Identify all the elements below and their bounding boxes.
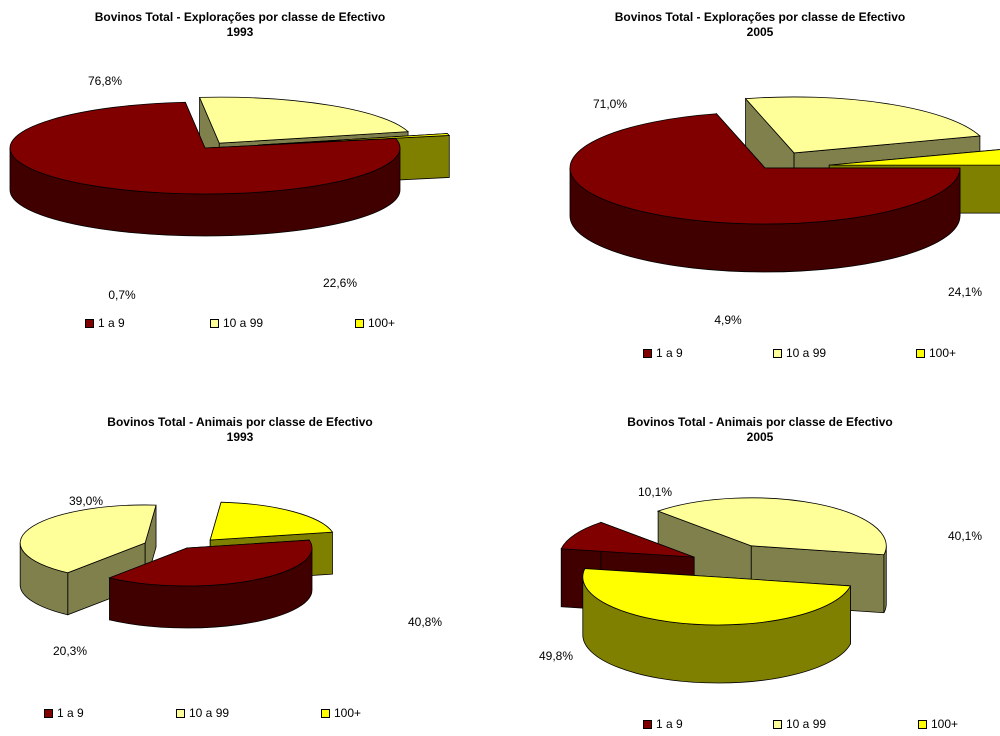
legend-item: 1 a 9 <box>44 706 84 720</box>
legend-label: 10 a 99 <box>189 706 230 720</box>
legend-label: 1 a 9 <box>656 717 683 731</box>
pie-slice <box>9 101 401 237</box>
legend-swatch <box>44 708 53 718</box>
chart-subtitle-text: 2005 <box>746 430 774 444</box>
legend-swatch <box>918 719 927 729</box>
chart-subtitle-text: 2005 <box>746 25 774 39</box>
pie-slice-top <box>209 501 334 541</box>
chart-title-text: Bovinos Total - Animais por classe de Ef… <box>107 415 373 429</box>
pie-slices <box>560 497 887 684</box>
chart-title: Bovinos Total - Animais por classe de Ef… <box>520 415 1000 445</box>
pie-slices <box>9 96 451 237</box>
legend-swatch <box>916 348 925 358</box>
legend-label: 1 a 9 <box>57 706 84 720</box>
pie-slice-top <box>569 113 961 225</box>
pie-slice-top <box>582 568 852 626</box>
legend-item: 10 a 99 <box>773 717 826 731</box>
pie-slice-top <box>198 96 410 144</box>
pie-svg: 10,1% 40,1% 49,8% <box>539 485 982 684</box>
legend-swatch <box>176 708 185 718</box>
data-label: 24,1% <box>948 285 982 299</box>
pie-slice-top <box>9 101 401 195</box>
legend-item: 10 a 99 <box>773 346 826 360</box>
data-label: 20,3% <box>53 644 87 658</box>
legend-swatch <box>773 719 782 729</box>
pie-slice-top <box>829 149 1000 166</box>
data-label: 4,9% <box>714 313 742 327</box>
pie-chart-animais-2005: Bovinos Total - Animais por classe de Ef… <box>520 405 1000 736</box>
pie-slice <box>569 112 961 273</box>
chart-title: Bovinos Total - Explorações por classe d… <box>520 10 1000 40</box>
pie-svg: 71,0% 24,1% 4,9% <box>569 96 1000 327</box>
data-label: 10,1% <box>638 485 672 499</box>
pie-slices <box>19 501 334 629</box>
legend-label: 1 a 9 <box>656 346 683 360</box>
pie-slice-top <box>560 521 695 558</box>
legend-label: 100+ <box>929 346 957 360</box>
legend-item: 1 a 9 <box>643 717 683 731</box>
legend-swatch <box>210 318 219 328</box>
legend-label: 1 a 9 <box>98 316 125 330</box>
legend-item: 100+ <box>321 706 361 720</box>
legend-item: 1 a 9 <box>643 346 683 360</box>
pie-slice-side <box>883 545 887 613</box>
data-label: 22,6% <box>323 276 357 290</box>
chart-title-text: Bovinos Total - Animais por classe de Ef… <box>627 415 893 429</box>
chart-title: Bovinos Total - Explorações por classe d… <box>0 10 480 40</box>
chart-title: Bovinos Total - Animais por classe de Ef… <box>0 415 480 445</box>
legend-item: 100+ <box>916 346 956 360</box>
pie-svg: 39,0% 40,8% 20,3% <box>19 494 442 658</box>
legend-label: 100+ <box>931 717 959 731</box>
legend-label: 10 a 99 <box>223 316 264 330</box>
legend-swatch <box>773 348 782 358</box>
legend-item: 100+ <box>918 717 958 731</box>
data-label: 39,0% <box>69 494 103 508</box>
chart-subtitle-text: 1993 <box>226 430 254 444</box>
pie-slice <box>582 568 852 684</box>
pie-slice <box>108 539 313 629</box>
pie-slice-top <box>258 133 451 146</box>
legend-label: 100+ <box>368 316 396 330</box>
pie-slices <box>569 96 1000 273</box>
legend-item: 100+ <box>355 316 395 330</box>
legend-item: 10 a 99 <box>210 316 263 330</box>
pie-svg: 76,8% 22,6% 0,7% <box>9 74 451 302</box>
data-label: 71,0% <box>593 97 627 111</box>
data-label: 40,1% <box>948 529 982 543</box>
pie-chart-exploracoes-2005: Bovinos Total - Explorações por classe d… <box>520 0 1000 380</box>
pie-chart-exploracoes-1993: Bovinos Total - Explorações por classe d… <box>0 0 480 340</box>
pie-slice-top <box>19 504 157 574</box>
pie-chart-animais-1993: Bovinos Total - Animais por classe de Ef… <box>0 405 480 736</box>
legend-swatch <box>643 719 652 729</box>
chart-subtitle-text: 1993 <box>226 25 254 39</box>
legend-swatch <box>355 318 364 328</box>
pie-slice-top <box>656 497 887 556</box>
data-label: 49,8% <box>539 649 573 663</box>
legend-swatch <box>321 708 330 718</box>
legend-swatch <box>643 348 652 358</box>
data-label: 0,7% <box>108 288 136 302</box>
legend-item: 1 a 9 <box>85 316 125 330</box>
pie-slice-top <box>744 96 981 154</box>
pie-slice-top <box>108 539 313 587</box>
legend-label: 100+ <box>334 706 362 720</box>
data-label: 40,8% <box>408 615 442 629</box>
chart-title-text: Bovinos Total - Explorações por classe d… <box>94 10 386 24</box>
legend-swatch <box>85 318 94 328</box>
legend-item: 10 a 99 <box>176 706 229 720</box>
legend-label: 10 a 99 <box>786 346 827 360</box>
chart-title-text: Bovinos Total - Explorações por classe d… <box>614 10 906 24</box>
legend-label: 10 a 99 <box>786 717 827 731</box>
pie-slice <box>19 504 157 616</box>
data-label: 76,8% <box>88 74 122 88</box>
